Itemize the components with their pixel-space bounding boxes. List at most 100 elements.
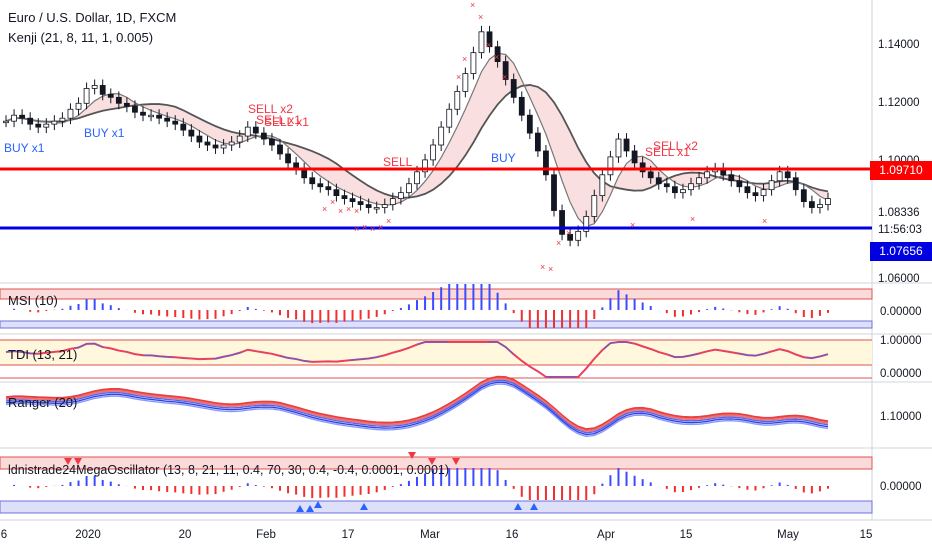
candle-body	[115, 96, 122, 104]
time-tick: 16	[506, 529, 519, 541]
candle-body	[518, 96, 525, 116]
candle-body	[11, 114, 17, 122]
candle-body	[51, 120, 58, 125]
pane-axis-tick: 0.00000	[880, 306, 922, 318]
candle-body	[680, 189, 686, 194]
candle-body	[220, 144, 227, 149]
time-tick: 15	[680, 529, 693, 541]
candle-body	[671, 186, 678, 194]
candle-body	[808, 201, 815, 208]
candle-body	[422, 159, 428, 173]
ranger-band	[5, 377, 829, 432]
candle-body	[736, 180, 743, 188]
signal-label: BUY x1	[84, 126, 125, 140]
candle-body	[663, 183, 670, 188]
sell-arrow	[428, 458, 436, 465]
candle-body	[164, 117, 171, 122]
signal-marker: ×	[338, 206, 343, 216]
candle-body	[470, 52, 477, 74]
candle-body	[132, 105, 138, 113]
signal-marker: ×	[502, 72, 507, 82]
ranger-band	[5, 375, 829, 431]
candle-body	[260, 132, 267, 140]
signal-marker: ×	[456, 72, 461, 82]
main-indicator-label[interactable]: Kenji (21, 8, 11, 1, 0.005)	[8, 30, 154, 45]
signal-label: SELL x1	[645, 145, 690, 159]
signal-marker: ×	[566, 228, 571, 238]
candle-body	[140, 111, 146, 116]
msi-lower-band	[0, 320, 873, 329]
candle-body	[502, 61, 509, 80]
candle-body	[148, 114, 154, 118]
candle-body	[3, 120, 9, 124]
candle-body	[180, 123, 187, 131]
candle-body	[486, 31, 493, 48]
candle-body	[236, 135, 243, 143]
candle-body	[172, 120, 179, 125]
time-tick: 6	[1, 529, 7, 541]
mega-oscillator-label[interactable]: ldnistrade24MegaOscillator (13, 8, 21, 1…	[8, 463, 450, 477]
candle-body	[510, 79, 517, 98]
candle-body	[825, 198, 831, 205]
candle-body	[397, 192, 404, 200]
sell-arrow	[64, 458, 72, 465]
candle-body	[252, 126, 259, 134]
price-tick: 1.12000	[878, 97, 920, 109]
candle-body	[744, 186, 751, 194]
signal-label: BUY x1	[4, 141, 45, 155]
pane-axis-tick: 0.00000	[880, 368, 922, 380]
signal-marker: ×	[378, 222, 383, 232]
time-tick: 17	[342, 529, 355, 541]
candle-body	[27, 117, 34, 125]
tdi-band	[0, 340, 872, 365]
sell-arrow	[452, 458, 460, 465]
candle-body	[567, 233, 574, 241]
signal-marker: ×	[470, 0, 475, 10]
symbol-title[interactable]: Euro / U.S. Dollar, 1D, FXCM	[8, 10, 177, 25]
candle-body	[317, 183, 324, 188]
candle-body	[91, 85, 98, 89]
time-tick: Apr	[597, 529, 615, 541]
candle-body	[83, 88, 90, 104]
buy-arrow	[514, 503, 522, 510]
mega-lower-band	[0, 500, 873, 514]
candle-body	[583, 216, 590, 232]
ranger-label[interactable]: Ranger (20)	[8, 395, 78, 410]
signal-marker: ×	[478, 12, 483, 22]
candle-body	[647, 171, 654, 179]
time-tick: 15	[860, 529, 873, 541]
time-tick: Feb	[256, 529, 276, 541]
candle-body	[349, 198, 356, 202]
candle-body	[123, 102, 130, 107]
candle-body	[430, 144, 437, 161]
candle-body	[607, 156, 614, 176]
signal-marker: ×	[690, 214, 695, 224]
signal-label: SELL x1	[256, 113, 301, 127]
candle-body	[325, 186, 332, 191]
time-tick: May	[777, 529, 799, 541]
buy-arrow	[296, 505, 304, 512]
candle-body	[655, 177, 662, 185]
candle-body	[615, 138, 622, 158]
candle-body	[341, 195, 348, 200]
candle-body	[389, 198, 396, 205]
candle-body	[438, 126, 445, 146]
signal-marker: ×	[354, 224, 359, 234]
candle-body	[373, 207, 380, 210]
signal-label: SELL	[383, 155, 413, 169]
candle-body	[462, 73, 469, 92]
candle-body	[784, 171, 791, 179]
candle-body	[760, 189, 767, 197]
candle-body	[75, 102, 82, 110]
candle-body	[212, 144, 219, 149]
candle-body	[543, 150, 549, 176]
tdi-label[interactable]: TDI (13, 21)	[8, 347, 78, 362]
msi-label[interactable]: MSI (10)	[8, 293, 58, 308]
candle-body	[35, 123, 42, 128]
signal-marker: ×	[346, 204, 351, 214]
candle-body	[575, 230, 582, 241]
pane-axis-tick: 0.00000	[880, 481, 922, 493]
buy-arrow	[530, 503, 538, 510]
signal-marker: ×	[548, 264, 553, 274]
